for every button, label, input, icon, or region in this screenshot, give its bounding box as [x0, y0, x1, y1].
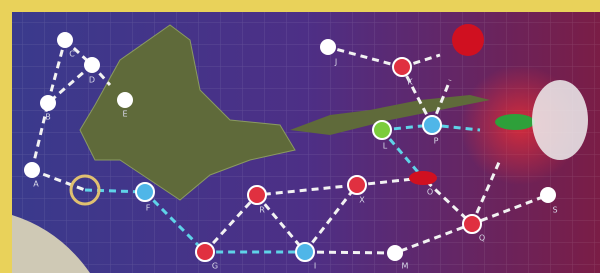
node-label: E	[122, 110, 127, 119]
node-label: K	[407, 78, 413, 87]
node-label: D	[89, 76, 95, 85]
node-label: I	[314, 262, 316, 271]
node-label: S	[552, 206, 557, 215]
node-label: L	[383, 142, 388, 151]
node-label: M	[402, 262, 409, 271]
node-label: A	[33, 180, 39, 189]
node-label: G	[212, 262, 218, 271]
map-screen: C D B E A F G R I X M O Q S L P K J	[0, 0, 600, 273]
node-label: X	[359, 196, 365, 205]
node-label: C	[69, 50, 75, 59]
node-label: R	[259, 206, 265, 215]
node-label: B	[45, 113, 51, 122]
node-label: J	[334, 58, 337, 67]
node-label: F	[146, 204, 151, 213]
node-label: Q	[479, 234, 485, 243]
node-label: P	[434, 137, 439, 146]
node-label: O	[427, 188, 433, 197]
